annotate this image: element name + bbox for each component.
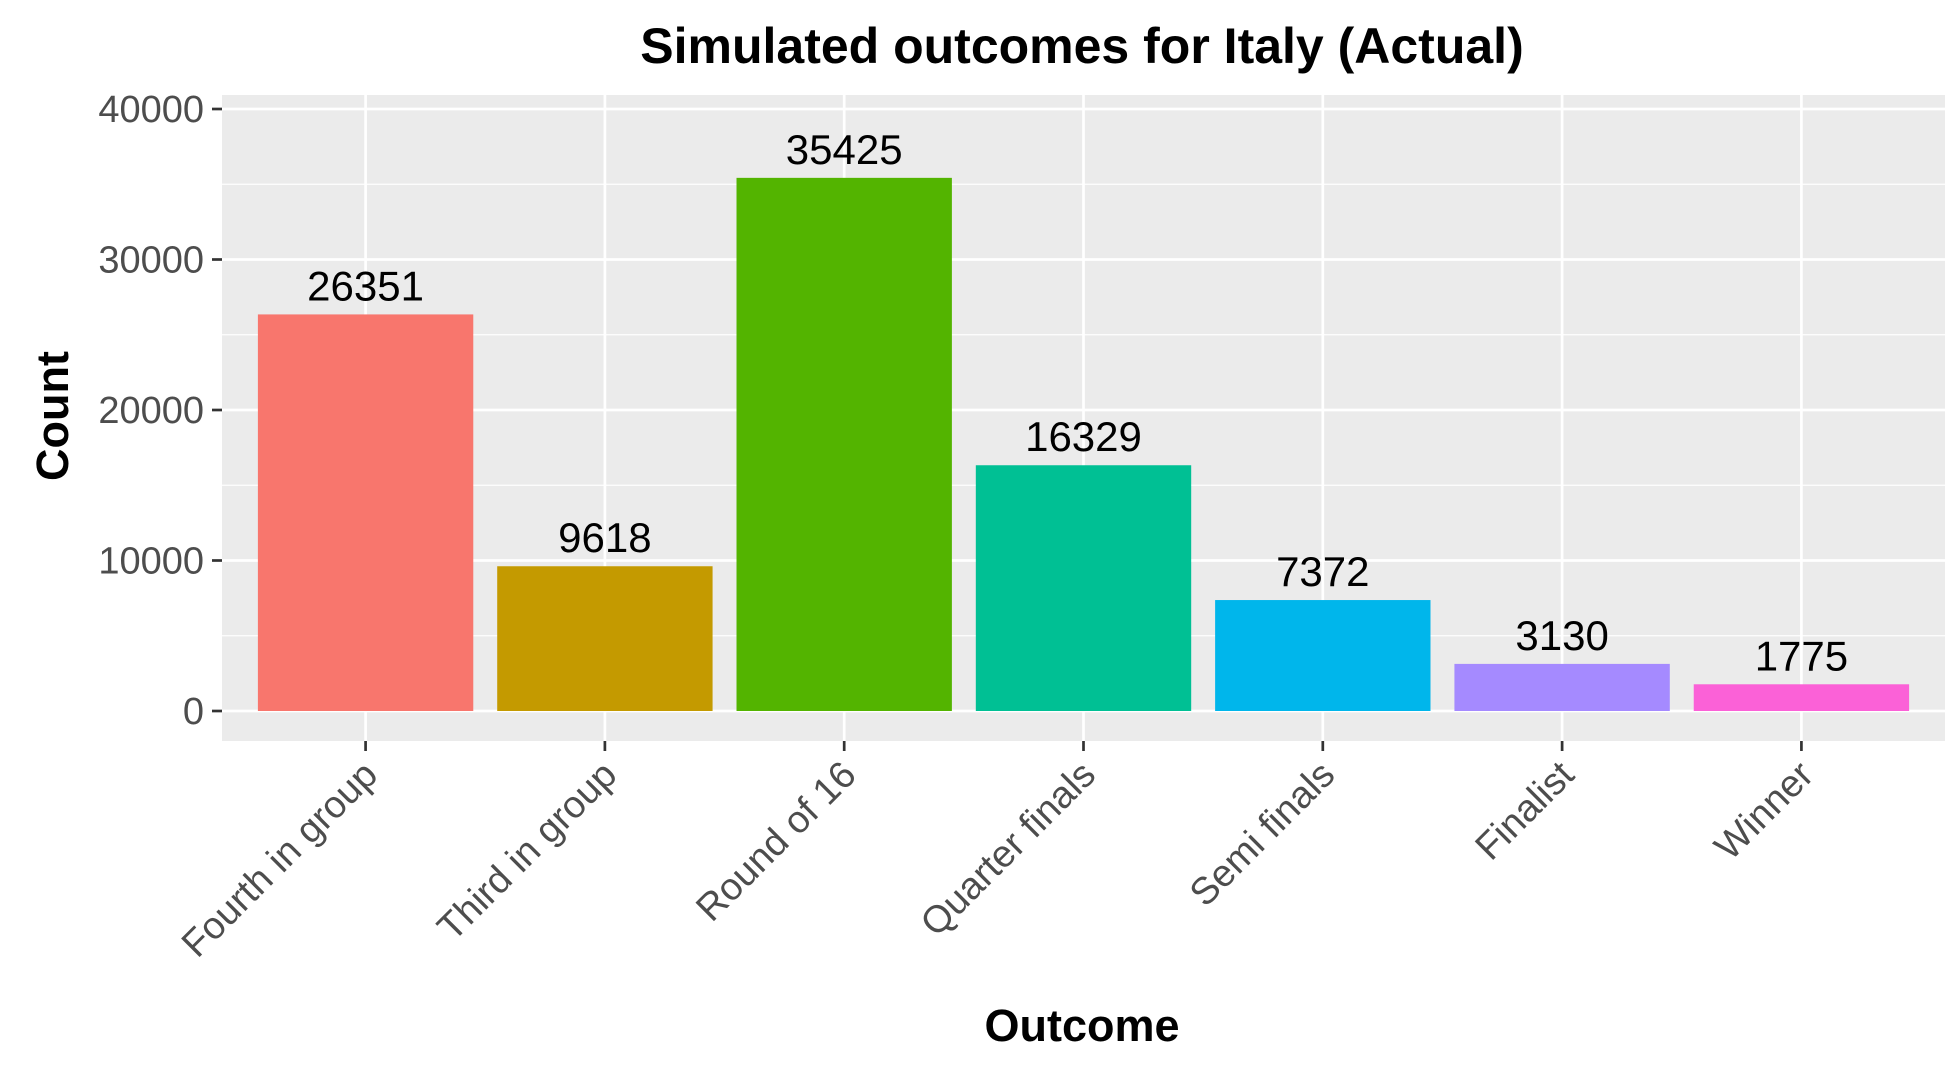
y-tick-label: 20000 xyxy=(98,390,204,432)
data-label: 7372 xyxy=(1276,548,1369,595)
data-label: 35425 xyxy=(786,126,903,173)
data-label: 26351 xyxy=(307,262,424,309)
bar xyxy=(1215,600,1431,711)
bar xyxy=(497,566,713,711)
chart-title: Simulated outcomes for Italy (Actual) xyxy=(640,18,1523,74)
y-tick-label: 40000 xyxy=(98,89,204,131)
x-tick-label: Quarter finals xyxy=(913,754,1104,945)
bars xyxy=(257,177,1910,711)
bar xyxy=(736,177,952,711)
bar xyxy=(257,314,474,711)
data-labels: 26351 9618 35425 16329 7372 3130 1775 xyxy=(307,126,1848,679)
x-tick-label: Winner xyxy=(1707,753,1822,868)
y-tick-label: 10000 xyxy=(98,541,204,583)
x-tick-label: Finalist xyxy=(1468,753,1583,868)
data-label: 1775 xyxy=(1755,632,1848,679)
x-tick-label: Fourth in group xyxy=(174,754,386,966)
x-tick-label: Third in group xyxy=(430,754,625,949)
bar xyxy=(1693,684,1910,711)
x-axis-title: Outcome xyxy=(984,1000,1179,1051)
x-axis: Fourth in group Third in group Round of 16… xyxy=(174,741,1822,966)
y-axis: 0 10000 20000 30000 40000 xyxy=(98,89,222,733)
data-label: 9618 xyxy=(558,514,651,561)
data-label: 16329 xyxy=(1025,413,1142,460)
bar xyxy=(1454,663,1670,711)
x-tick-label: Semi finals xyxy=(1182,754,1343,915)
x-tick-label: Round of 16 xyxy=(688,754,864,930)
y-tick-label: 30000 xyxy=(98,240,204,282)
bar xyxy=(975,465,1192,711)
y-axis-title: Count xyxy=(27,351,78,481)
y-tick-label: 0 xyxy=(183,691,204,733)
data-label: 3130 xyxy=(1515,612,1608,659)
